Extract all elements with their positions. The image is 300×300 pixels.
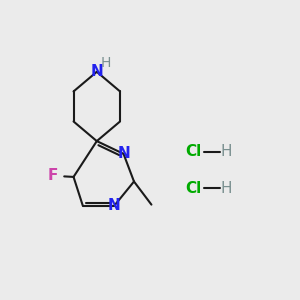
- Text: N: N: [90, 64, 103, 79]
- Text: H: H: [220, 181, 232, 196]
- Text: F: F: [47, 168, 58, 183]
- Text: Cl: Cl: [185, 181, 201, 196]
- Text: H: H: [220, 144, 232, 159]
- Text: N: N: [117, 146, 130, 161]
- Text: Cl: Cl: [185, 144, 201, 159]
- Text: N: N: [108, 198, 121, 213]
- Text: H: H: [101, 56, 111, 70]
